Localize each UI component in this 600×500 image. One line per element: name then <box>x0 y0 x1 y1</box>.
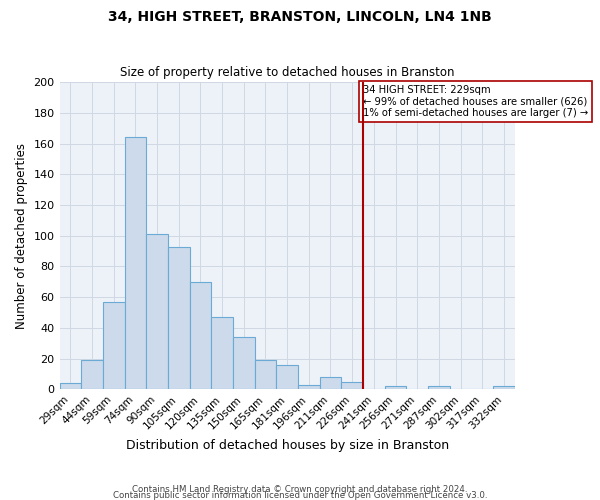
Bar <box>168 246 190 390</box>
Bar <box>428 386 450 390</box>
Text: Contains public sector information licensed under the Open Government Licence v3: Contains public sector information licen… <box>113 490 487 500</box>
Bar <box>385 386 406 390</box>
Bar <box>125 138 146 390</box>
Text: Contains HM Land Registry data © Crown copyright and database right 2024.: Contains HM Land Registry data © Crown c… <box>132 484 468 494</box>
Bar <box>211 317 233 390</box>
Title: Size of property relative to detached houses in Branston: Size of property relative to detached ho… <box>120 66 454 80</box>
Bar <box>298 385 320 390</box>
Bar <box>341 382 363 390</box>
Bar <box>254 360 277 390</box>
X-axis label: Distribution of detached houses by size in Branston: Distribution of detached houses by size … <box>125 440 449 452</box>
Text: 34 HIGH STREET: 229sqm
← 99% of detached houses are smaller (626)
1% of semi-det: 34 HIGH STREET: 229sqm ← 99% of detached… <box>363 85 588 118</box>
Y-axis label: Number of detached properties: Number of detached properties <box>15 143 28 329</box>
Bar <box>233 337 254 390</box>
Bar <box>146 234 168 390</box>
Bar <box>190 282 211 390</box>
Bar <box>59 384 81 390</box>
Bar <box>103 302 125 390</box>
Bar <box>277 365 298 390</box>
Bar <box>81 360 103 390</box>
Bar <box>493 386 515 390</box>
Bar <box>320 377 341 390</box>
Text: 34, HIGH STREET, BRANSTON, LINCOLN, LN4 1NB: 34, HIGH STREET, BRANSTON, LINCOLN, LN4 … <box>108 10 492 24</box>
